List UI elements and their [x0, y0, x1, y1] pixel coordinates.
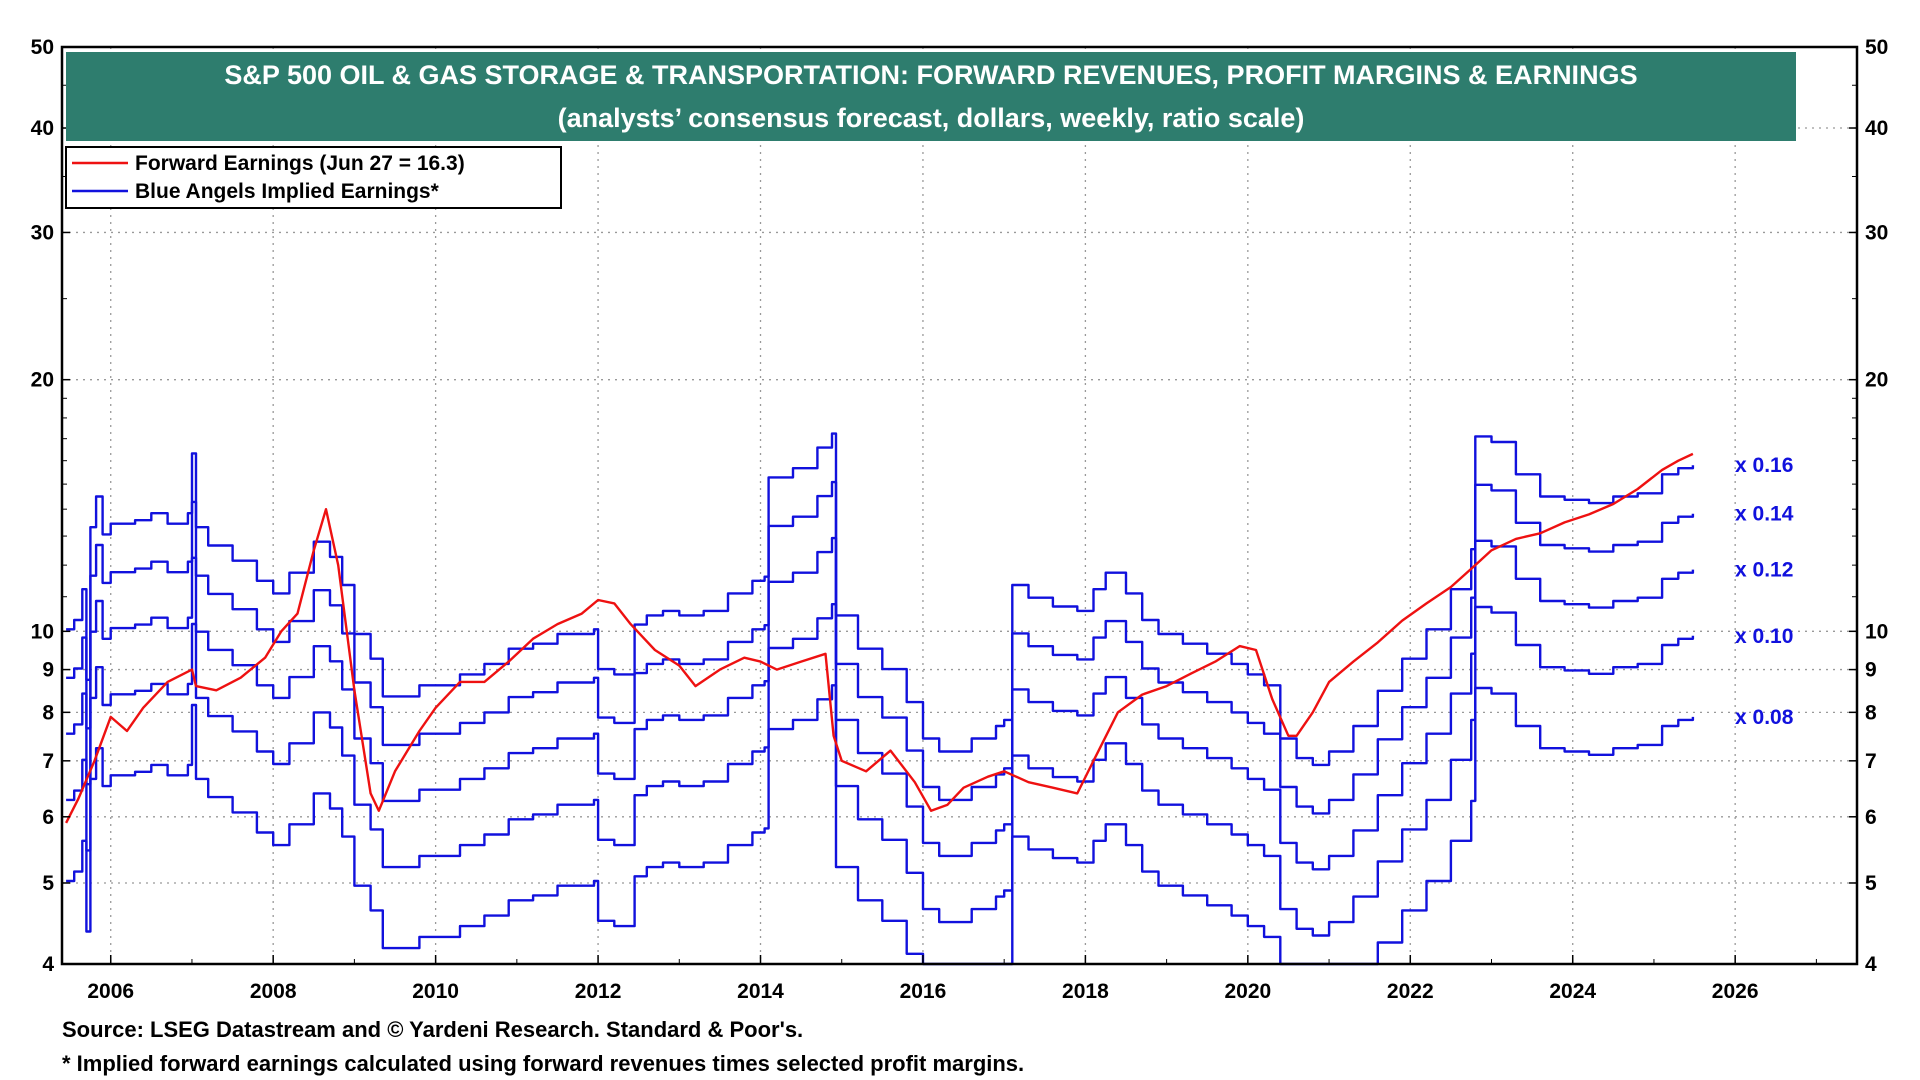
x-tick-label: 2012 [575, 980, 622, 1003]
multiplier-label: x 0.10 [1735, 625, 1793, 648]
y-axis-left: 4 5 6 7 8 9 10 20 30 40 50 [31, 36, 70, 976]
y-tick-label-left: 8 [42, 701, 54, 724]
chart-title-banner: S&P 500 OIL & GAS STORAGE & TRANSPORTATI… [66, 52, 1796, 141]
legend-label-implied: Blue Angels Implied Earnings* [135, 180, 440, 203]
y-tick-label-left: 5 [42, 872, 54, 895]
legend-label-forward: Forward Earnings (Jun 27 = 16.3) [135, 152, 465, 175]
y-tick-label-left: 50 [31, 36, 54, 59]
y-tick-label-left: 40 [31, 117, 54, 140]
y-axis-right: 4 5 6 7 8 9 10 20 30 40 50 [1849, 36, 1888, 976]
y-tick-label-right: 7 [1865, 750, 1877, 773]
forward-earnings-line [65, 452, 1694, 824]
multiplier-label: x 0.16 [1735, 454, 1793, 477]
y-tick-label-left: 20 [31, 369, 54, 392]
grid-lines [62, 47, 1857, 964]
implied-earnings-note: * Implied forward earnings calculated us… [62, 1051, 1025, 1076]
chart-subtitle: (analysts’ consensus forecast, dollars, … [558, 103, 1305, 133]
x-tick-label: 2018 [1062, 980, 1109, 1003]
y-tick-label-right: 30 [1865, 221, 1888, 244]
y-tick-label-left: 10 [31, 620, 54, 643]
y-tick-label-right: 9 [1865, 659, 1877, 682]
y-tick-label-right: 20 [1865, 369, 1888, 392]
x-tick-label: 2022 [1387, 980, 1434, 1003]
x-tick-label: 2008 [250, 980, 297, 1003]
legend-box [65, 146, 562, 209]
x-tick-label: 2010 [412, 980, 459, 1003]
x-tick-label: 2020 [1224, 980, 1271, 1003]
y-tick-label-right: 5 [1865, 872, 1877, 895]
plot-area-border [60, 45, 1859, 966]
x-tick-label: 2014 [737, 980, 784, 1003]
x-tick-label: 2016 [900, 980, 947, 1003]
implied-earnings-line-0-12 [66, 536, 1695, 871]
y-tick-label-left: 4 [42, 953, 54, 976]
y-tick-label-right: 4 [1865, 953, 1877, 976]
y-tick-label-left: 9 [42, 659, 54, 682]
source-note: Source: LSEG Datastream and © Yardeni Re… [62, 1017, 804, 1042]
multiplier-label: x 0.12 [1735, 559, 1793, 582]
series-group [65, 432, 1695, 966]
y-tick-label-left: 30 [31, 221, 54, 244]
y-tick-label-right: 8 [1865, 701, 1877, 724]
x-tick-label: 2026 [1712, 980, 1759, 1003]
y-tick-label-right: 40 [1865, 117, 1888, 140]
chart-title: S&P 500 OIL & GAS STORAGE & TRANSPORTATI… [224, 60, 1637, 90]
implied-earnings-line-0-08 [66, 684, 1695, 966]
title-background [66, 52, 1796, 141]
legend: Forward Earnings (Jun 27 = 16.3) Blue An… [65, 146, 562, 209]
implied-earnings-line-0-14 [66, 480, 1695, 815]
y-tick-label-right: 6 [1865, 806, 1877, 829]
multiplier-labels: x 0.16 x 0.14 x 0.12 x 0.10 x 0.08 [1735, 454, 1794, 729]
multiplier-label: x 0.14 [1735, 503, 1794, 526]
y-tick-label-left: 7 [42, 750, 54, 773]
x-axis: 2006 2008 2010 2012 2014 2016 2018 2020 2022 2024… [87, 955, 1817, 1003]
implied-earnings-line-0-1 [66, 603, 1695, 937]
y-tick-label-left: 6 [42, 806, 54, 829]
multiplier-label: x 0.08 [1735, 706, 1794, 729]
x-tick-label: 2024 [1549, 980, 1596, 1003]
y-tick-label-right: 10 [1865, 620, 1888, 643]
implied-earnings-line-0-16 [66, 432, 1695, 767]
x-tick-label: 2006 [87, 980, 134, 1003]
y-tick-label-right: 50 [1865, 36, 1888, 59]
